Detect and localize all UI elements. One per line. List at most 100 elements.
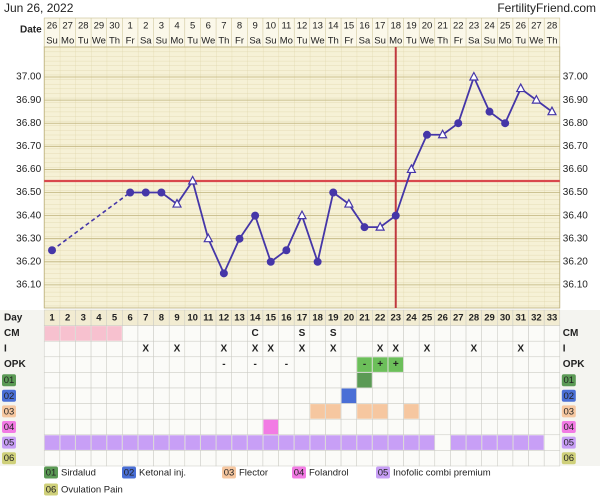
date: 28 xyxy=(547,21,558,32)
med-cell xyxy=(419,435,435,450)
cell xyxy=(231,340,248,358)
weekday: Th xyxy=(328,36,339,47)
y-tick-label-right: 36.50 xyxy=(563,187,588,198)
cell xyxy=(106,356,123,373)
med-cell xyxy=(325,404,341,419)
cell xyxy=(215,450,232,467)
day-number: 14 xyxy=(250,312,261,323)
cell xyxy=(450,403,467,420)
cm-cell xyxy=(60,326,75,341)
cell xyxy=(231,356,248,373)
med-cell xyxy=(372,435,388,450)
weekday: Su xyxy=(374,36,386,47)
intercourse-mark: X xyxy=(252,344,259,355)
weekday: Sa xyxy=(359,36,371,47)
med-cell xyxy=(216,435,232,450)
cell xyxy=(122,450,139,467)
cell xyxy=(481,325,498,342)
cell xyxy=(168,387,186,404)
cell xyxy=(168,403,186,420)
y-tick-label: 37.00 xyxy=(16,72,41,83)
opk-mark: + xyxy=(377,359,383,370)
cell xyxy=(59,450,76,467)
legend-code: 04 xyxy=(294,468,305,479)
cell xyxy=(262,356,279,373)
cell xyxy=(293,372,311,389)
cell xyxy=(340,340,357,358)
point xyxy=(219,269,228,278)
cell xyxy=(231,403,248,420)
cell xyxy=(215,387,232,404)
cell xyxy=(450,418,467,436)
legend-code: 02 xyxy=(124,468,135,479)
cell xyxy=(325,450,342,467)
med-cell xyxy=(450,435,466,450)
med-cell xyxy=(185,435,200,450)
cm-mark: S xyxy=(299,328,306,339)
opk-mark: - xyxy=(285,359,288,370)
point-open xyxy=(406,163,417,174)
cell xyxy=(528,340,545,358)
date: 3 xyxy=(159,21,164,32)
cell xyxy=(481,387,498,404)
med-cell xyxy=(44,435,60,450)
y-tick-label-right: 36.90 xyxy=(563,95,588,106)
cell xyxy=(247,418,264,436)
day-number: 3 xyxy=(81,312,86,323)
cell xyxy=(215,403,232,420)
med-cell xyxy=(279,435,294,450)
cell xyxy=(262,403,279,420)
med-code-right: 05 xyxy=(564,438,575,449)
cell xyxy=(543,372,561,389)
med-code-bg xyxy=(2,421,16,433)
med-cell xyxy=(91,435,107,450)
cell xyxy=(481,418,498,436)
day-number: 2 xyxy=(65,312,70,323)
weekday: Fr xyxy=(344,36,353,47)
med-code-right: 02 xyxy=(564,391,575,402)
y-tick-label: 36.80 xyxy=(16,118,41,129)
day-number: 23 xyxy=(390,312,401,323)
cell xyxy=(278,387,295,404)
cell xyxy=(528,403,545,420)
cell xyxy=(200,450,217,467)
cell xyxy=(543,340,561,358)
point xyxy=(235,234,244,243)
weekday: Mo xyxy=(280,36,293,47)
y-tick-label-right: 36.60 xyxy=(563,164,588,175)
weekday: Mo xyxy=(389,36,402,47)
med-code: 03 xyxy=(4,406,15,417)
med-code-right-bg xyxy=(561,374,576,387)
cell xyxy=(262,387,279,404)
cell xyxy=(418,418,436,436)
cell xyxy=(309,450,326,467)
cell xyxy=(153,387,170,404)
intercourse-mark: X xyxy=(392,344,399,355)
cell xyxy=(434,434,451,451)
cell xyxy=(512,403,529,420)
opk-cell xyxy=(357,357,372,372)
med-code-right-bg xyxy=(561,436,576,449)
cell xyxy=(262,325,279,342)
date: 27 xyxy=(62,21,73,32)
cell xyxy=(450,372,467,389)
cell xyxy=(387,372,404,389)
cell xyxy=(528,325,545,342)
day-number: 29 xyxy=(484,312,495,323)
opk-cell xyxy=(372,357,388,372)
intercourse-mark: X xyxy=(377,344,384,355)
weekday: Th xyxy=(437,36,448,47)
cell xyxy=(372,325,389,342)
day-number: 17 xyxy=(297,312,308,323)
cell xyxy=(168,356,186,373)
legend-code-bg xyxy=(292,466,306,479)
date: 20 xyxy=(422,21,433,32)
cell xyxy=(512,372,529,389)
cell xyxy=(137,418,154,436)
cell xyxy=(122,372,139,389)
day-number: 18 xyxy=(312,312,323,323)
cell xyxy=(512,325,529,342)
cell xyxy=(356,325,373,342)
cell xyxy=(184,372,201,389)
day-number: 19 xyxy=(328,312,339,323)
